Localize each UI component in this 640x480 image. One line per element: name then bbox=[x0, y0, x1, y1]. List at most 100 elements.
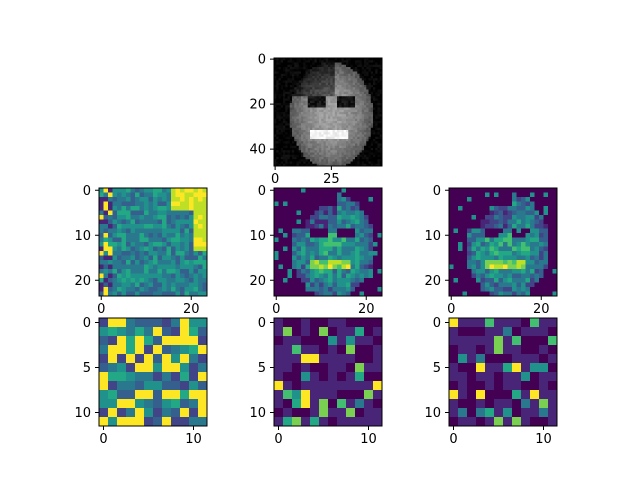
heatmap-cell bbox=[296, 130, 300, 133]
heatmap-cell bbox=[175, 197, 181, 202]
heatmap-cell bbox=[305, 98, 309, 102]
heatmap-cell bbox=[189, 417, 199, 427]
heatmap-cell bbox=[346, 89, 349, 93]
heatmap-cell bbox=[283, 163, 286, 167]
heatmap-cell bbox=[368, 291, 374, 297]
heatmap-cell bbox=[539, 260, 544, 265]
heatmap-cell bbox=[368, 150, 372, 153]
heatmap-cell bbox=[339, 118, 342, 122]
heatmap-cell bbox=[294, 80, 297, 84]
heatmap-cell bbox=[530, 192, 535, 198]
heatmap-cell bbox=[359, 103, 363, 106]
heatmap-cell bbox=[332, 69, 336, 72]
heatmap-cell bbox=[287, 141, 291, 144]
heatmap-cell bbox=[103, 210, 109, 216]
heatmap-cell bbox=[292, 141, 295, 144]
heatmap-cell bbox=[339, 121, 342, 124]
heatmap-cell bbox=[352, 82, 356, 86]
heatmap-cell bbox=[280, 58, 284, 61]
heatmap-cell bbox=[130, 206, 136, 211]
heatmap-cell bbox=[310, 210, 315, 216]
heatmap-cell bbox=[516, 264, 522, 270]
heatmap-cell bbox=[310, 372, 320, 382]
heatmap-cell bbox=[189, 273, 194, 279]
heatmap-cell bbox=[350, 269, 356, 274]
heatmap-cell bbox=[99, 273, 104, 279]
heatmap-cell bbox=[449, 278, 454, 283]
heatmap-cell bbox=[144, 188, 149, 193]
heatmap-cell bbox=[303, 64, 306, 68]
heatmap-cell bbox=[359, 132, 363, 135]
heatmap-cell bbox=[361, 69, 365, 72]
heatmap-cell bbox=[301, 132, 304, 135]
heatmap-cell bbox=[325, 152, 329, 156]
heatmap-cell bbox=[343, 159, 347, 162]
heatmap-cell bbox=[99, 237, 104, 243]
heatmap-cell bbox=[366, 161, 369, 165]
heatmap-cell bbox=[314, 246, 320, 252]
heatmap-cell bbox=[355, 242, 360, 247]
heatmap-cell bbox=[283, 58, 286, 61]
heatmap-cell bbox=[303, 71, 306, 75]
heatmap-cell bbox=[373, 145, 376, 149]
heatmap-cell bbox=[278, 62, 282, 66]
heatmap-cell bbox=[339, 103, 342, 106]
heatmap-cell bbox=[494, 219, 499, 225]
heatmap-cell bbox=[301, 224, 306, 229]
heatmap-cell bbox=[370, 80, 374, 84]
heatmap-cell bbox=[292, 112, 295, 115]
heatmap-cell bbox=[346, 345, 356, 355]
heatmap-cell bbox=[166, 228, 172, 234]
heatmap-cell bbox=[296, 260, 302, 265]
heatmap-cell bbox=[364, 87, 367, 90]
heatmap-cell bbox=[289, 127, 293, 131]
heatmap-cell bbox=[198, 201, 203, 207]
heatmap-cell bbox=[370, 121, 374, 124]
heatmap-cell bbox=[507, 237, 513, 243]
heatmap-cell bbox=[534, 255, 540, 261]
heatmap-cell bbox=[294, 91, 297, 95]
heatmap-cell bbox=[305, 136, 309, 140]
heatmap-cell bbox=[289, 67, 293, 70]
heatmap-cell bbox=[364, 345, 374, 355]
heatmap-cell bbox=[285, 69, 288, 72]
heatmap-cell bbox=[359, 157, 363, 160]
heatmap-cell bbox=[301, 251, 306, 256]
heatmap-cell bbox=[310, 417, 320, 427]
heatmap-cell bbox=[346, 201, 351, 207]
heatmap-cell bbox=[166, 201, 172, 207]
heatmap-cell bbox=[310, 336, 320, 346]
heatmap-cell bbox=[373, 71, 376, 75]
heatmap-cell bbox=[198, 233, 203, 238]
heatmap-cell bbox=[316, 116, 320, 120]
heatmap-cell bbox=[355, 215, 360, 220]
heatmap-cell bbox=[316, 73, 320, 77]
y-tick-label: 0 bbox=[258, 53, 266, 68]
heatmap-cell bbox=[162, 417, 172, 427]
heatmap-cell bbox=[307, 163, 311, 167]
heatmap-cell bbox=[189, 345, 199, 355]
heatmap-cell bbox=[332, 107, 336, 111]
heatmap-cell bbox=[289, 78, 293, 81]
x-tick-label: 0 bbox=[274, 432, 282, 447]
heatmap-cell bbox=[303, 105, 306, 108]
heatmap-cell bbox=[373, 139, 376, 142]
heatmap-cell bbox=[373, 73, 376, 77]
heatmap-cell bbox=[319, 237, 324, 243]
heatmap-cell bbox=[348, 132, 351, 135]
heatmap-cell bbox=[507, 246, 513, 252]
heatmap-cell bbox=[373, 408, 383, 418]
heatmap-cell bbox=[289, 118, 293, 122]
heatmap-cell bbox=[525, 210, 531, 216]
heatmap-cell bbox=[319, 96, 322, 99]
heatmap-cell bbox=[126, 327, 136, 337]
heatmap-cell bbox=[507, 206, 513, 211]
heatmap-cell bbox=[310, 132, 313, 135]
heatmap-cell bbox=[377, 87, 381, 90]
heatmap-cell bbox=[198, 273, 203, 279]
heatmap-cell bbox=[552, 251, 558, 256]
heatmap-cell bbox=[296, 105, 300, 108]
heatmap-cell bbox=[316, 152, 320, 156]
heatmap-cell bbox=[476, 372, 486, 382]
